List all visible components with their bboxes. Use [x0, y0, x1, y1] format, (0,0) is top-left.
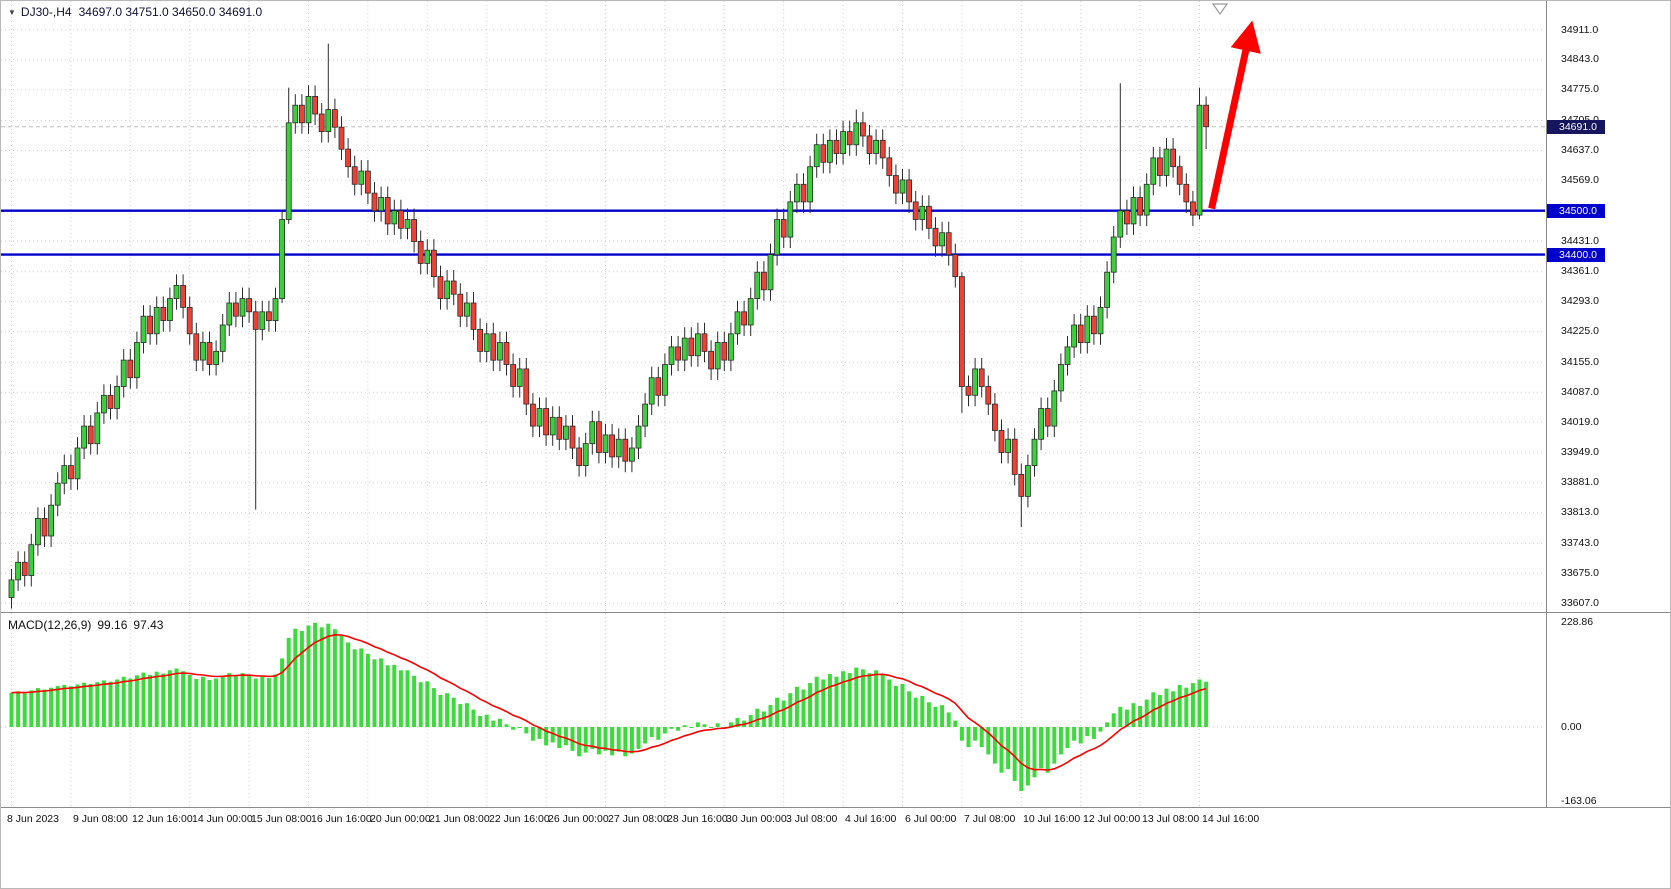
trend-arrow-annotation[interactable]: [1208, 20, 1261, 210]
macd-name: MACD(12,26,9): [8, 618, 92, 632]
time-axis-label: 3 Jul 08:00: [786, 813, 838, 825]
price-axis-label: 34361.0: [1561, 265, 1599, 278]
time-axis-label: 12 Jun 16:00: [132, 813, 193, 825]
macd-indicator-label: MACD(12,26,9) 99.16 97.43: [8, 618, 169, 632]
macd-histogram: [9, 622, 1209, 791]
level-price-tag: 34500.0: [1547, 204, 1605, 218]
price-axis-label: 34019.0: [1561, 415, 1599, 428]
level-price-tag: 34400.0: [1547, 248, 1605, 262]
time-axis-label: 7 Jul 08:00: [964, 813, 1016, 825]
time-axis-label: 4 Jul 16:00: [845, 813, 897, 825]
price-axis-label: 33881.0: [1561, 476, 1599, 489]
price-axis-label: 34637.0: [1561, 144, 1599, 156]
macd-signal-value: 97.43: [133, 618, 164, 632]
candlestick-series: [8, 43, 1209, 609]
symbol-timeframe-label: DJ30-,H4: [20, 5, 72, 19]
time-axis-label: 28 Jun 16:00: [667, 813, 728, 825]
price-axis-label: 34087.0: [1561, 385, 1599, 398]
time-axis-label: 12 Jul 00:00: [1083, 813, 1141, 825]
symbol-dropdown-icon[interactable]: ▼: [8, 8, 16, 17]
price-axis-label: 34293.0: [1561, 295, 1599, 308]
price-axis-label: 34843.0: [1561, 53, 1599, 66]
time-axis-label: 21 Jun 08:00: [429, 813, 490, 825]
price-axis-label: 33813.0: [1561, 506, 1599, 519]
time-axis-label: 15 Jun 08:00: [251, 813, 312, 825]
panel-borders: [1, 1, 1670, 808]
ohlc-values: 34697.0 34751.0 34650.0 34691.0: [78, 5, 263, 19]
time-axis-label: 20 Jun 00:00: [370, 813, 431, 825]
time-axis-label: 10 Jul 16:00: [1023, 813, 1081, 825]
grid: [1, 1, 1545, 807]
time-axis-label: 26 Jun 00:00: [548, 813, 609, 825]
price-axis-label: 34775.0: [1561, 83, 1599, 96]
macd-scale-label: 228.86: [1561, 615, 1594, 628]
price-axis-label: 34155.0: [1561, 355, 1599, 368]
time-axis-label: 8 Jun 2023: [7, 813, 59, 825]
time-axis-label: 30 Jun 00:00: [726, 813, 787, 825]
time-axis-label: 9 Jun 08:00: [73, 813, 128, 825]
chart-shift-marker[interactable]: [1211, 3, 1229, 16]
price-axis-label: 33607.0: [1561, 596, 1599, 609]
time-axis-label: 22 Jun 16:00: [489, 813, 550, 825]
price-axis-label: 34569.0: [1561, 173, 1599, 186]
macd-scale-label: 0.00: [1561, 720, 1582, 733]
time-axis-label: 14 Jul 16:00: [1202, 813, 1260, 825]
macd-scale-label: -163.06: [1561, 795, 1597, 807]
price-axis-label: 34225.0: [1561, 325, 1599, 338]
symbol-title: ▼ DJ30-,H4 34697.0 34751.0 34650.0 34691.0: [8, 5, 262, 19]
price-axis-label: 33949.0: [1561, 446, 1599, 459]
time-axis-label: 27 Jun 08:00: [608, 813, 669, 825]
current-price-tag: 34691.0: [1547, 120, 1605, 134]
price-axis-label: 33743.0: [1561, 536, 1599, 549]
time-axis-label: 6 Jul 00:00: [905, 813, 957, 825]
time-axis-label: 16 Jun 16:00: [311, 813, 372, 825]
macd-signal-line: [11, 633, 1207, 771]
price-axis-label: 34431.0: [1561, 234, 1599, 247]
price-axis-label: 33675.0: [1561, 566, 1599, 579]
price-axis-label: 34911.0: [1561, 23, 1599, 36]
time-axis-label: 13 Jul 08:00: [1142, 813, 1200, 825]
time-axis-label: 14 Jun 00:00: [192, 813, 253, 825]
macd-main-value: 99.16: [97, 618, 128, 632]
